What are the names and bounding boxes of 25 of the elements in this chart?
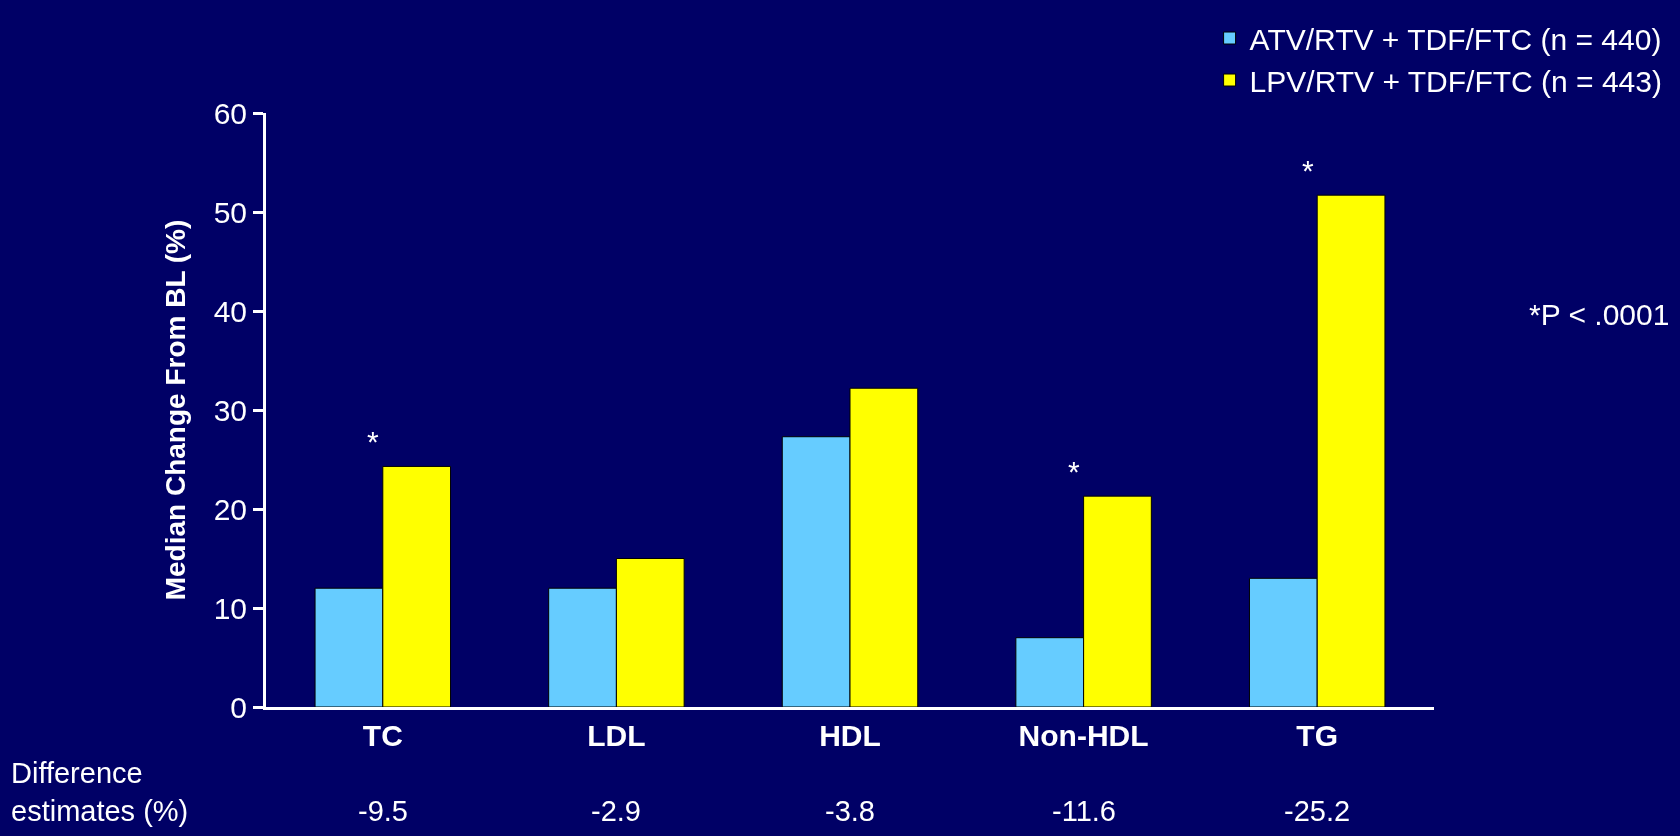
text: -25.2 [1284, 795, 1351, 827]
y-tick-label: 30 [213, 393, 247, 427]
text: -11.6 [1052, 795, 1116, 827]
y-tick-label: 40 [213, 294, 247, 328]
x-tick-label: TG [1296, 719, 1339, 752]
text: -9.5 [358, 795, 408, 827]
legend-label: LPV/RTV + TDF/FTC (n = 443) [1249, 64, 1662, 98]
y-tick-label: 60 [213, 96, 247, 130]
annotation: * [1302, 154, 1314, 187]
x-tick-label: Non-HDL [1018, 719, 1149, 752]
y-tick-label: 0 [230, 690, 247, 724]
x-tick-label: TC [362, 719, 403, 752]
text: -3.8 [825, 795, 875, 827]
legend-label: ATV/RTV + TDF/FTC (n = 440) [1249, 22, 1662, 56]
x-tick-label: LDL [587, 719, 646, 752]
y-axis-title: Median Change From BL (%) [160, 219, 192, 601]
y-tick-label: 50 [213, 195, 247, 229]
y-tick-label: 10 [213, 591, 247, 625]
text: *P < .0001 [1529, 298, 1670, 331]
y-tick-label: 20 [213, 492, 247, 526]
text: -2.9 [591, 795, 641, 827]
annotation: * [1068, 455, 1080, 488]
x-tick-label: HDL [819, 719, 881, 752]
annotation: * [367, 425, 379, 458]
text: Difference estimates (%) [11, 757, 189, 827]
